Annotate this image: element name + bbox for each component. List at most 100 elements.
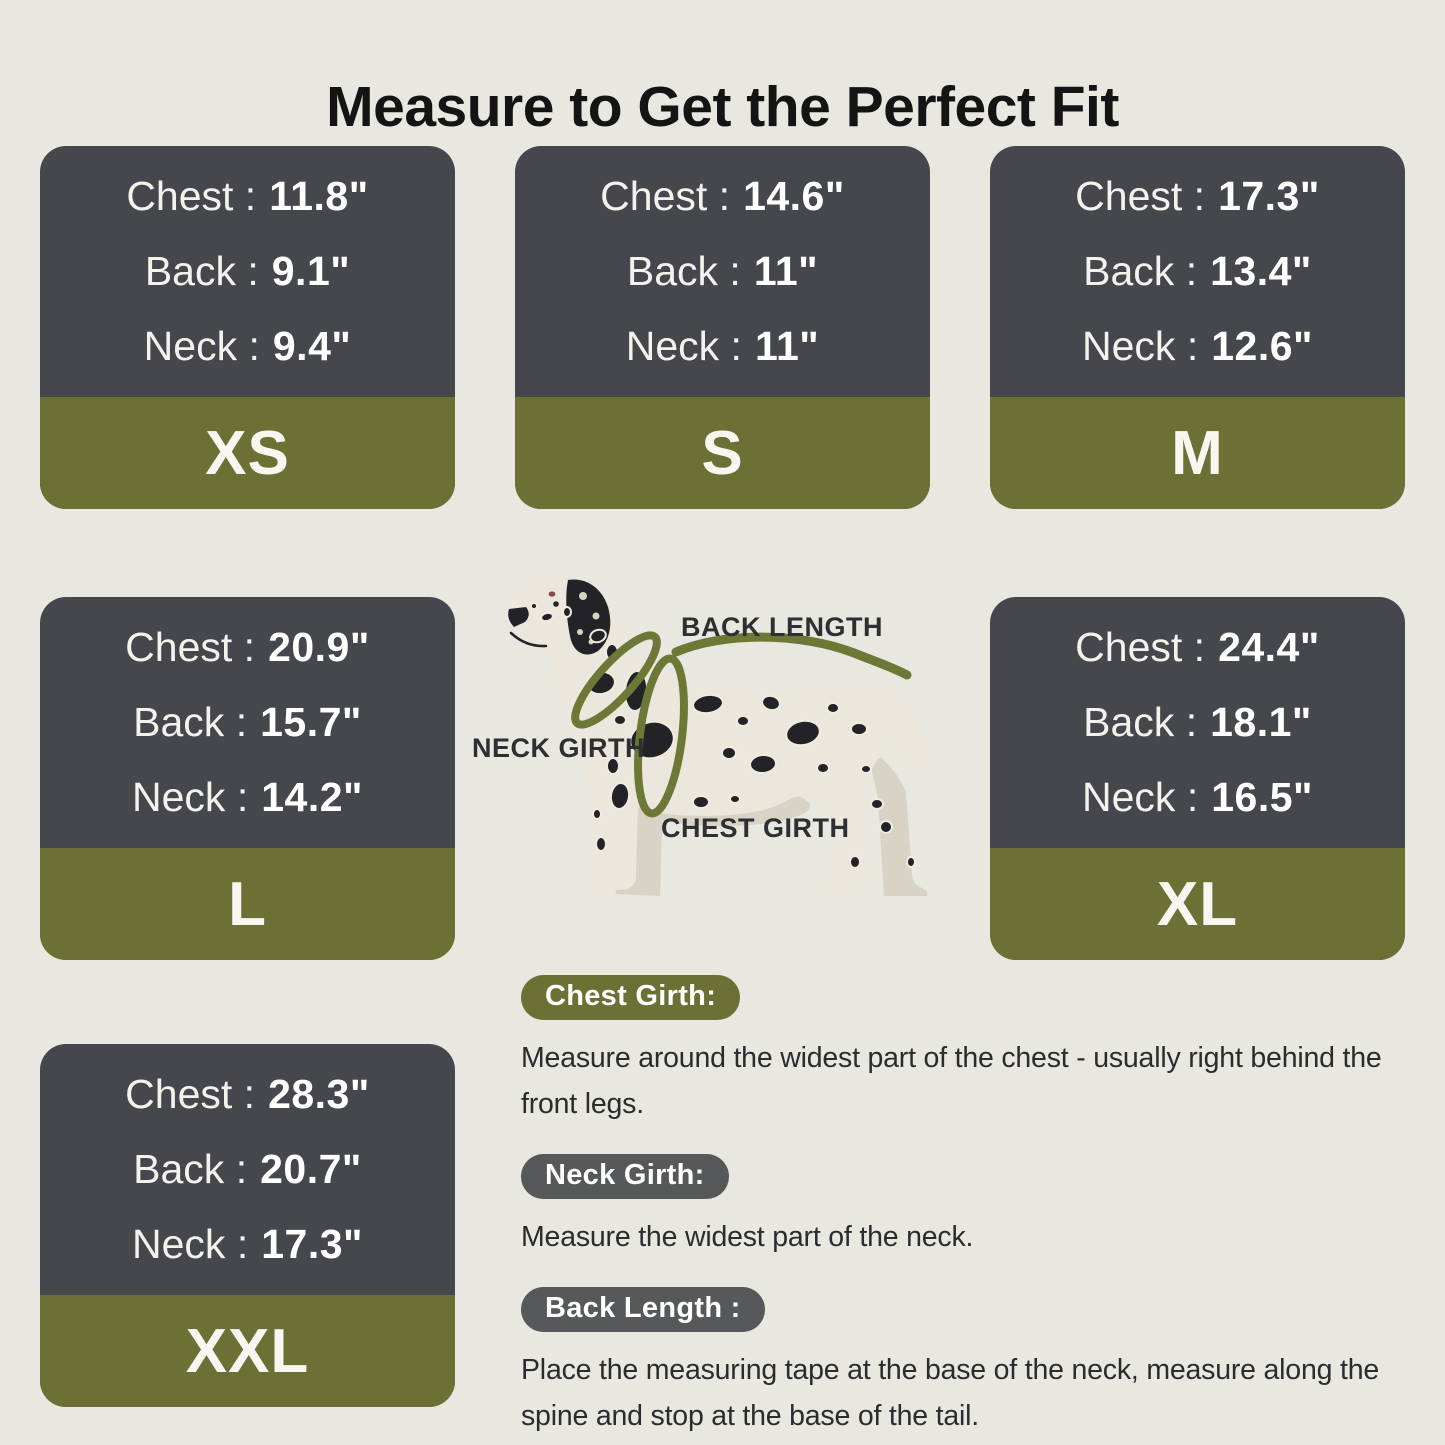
chest-value: 14.6" xyxy=(743,173,845,219)
chest-label: Chest : xyxy=(600,173,731,219)
neck-label: Neck : xyxy=(625,323,742,369)
dog-brow-spot xyxy=(548,591,556,597)
back-value: 9.1" xyxy=(271,248,351,294)
dog-diagram-svg xyxy=(508,575,928,896)
chest-measurement: Chest : 28.3" xyxy=(125,1074,370,1115)
size-name: L xyxy=(228,869,267,939)
back-measurement: Back : 20.7" xyxy=(133,1149,362,1190)
neck-measurement: Neck : 14.2" xyxy=(132,777,363,818)
size-card-l: Chest : 20.9" Back : 15.7" Neck : 14.2" … xyxy=(40,597,455,960)
neck-value: 14.2" xyxy=(261,774,363,820)
size-card-measurements: Chest : 24.4" Back : 18.1" Neck : 16.5" xyxy=(990,597,1405,848)
size-card-measurements: Chest : 17.3" Back : 13.4" Neck : 12.6" xyxy=(990,146,1405,397)
measuring-straps xyxy=(571,631,912,818)
chest-girth-description: Measure around the widest part of the ch… xyxy=(521,1042,1382,1121)
neck-measurement: Neck : 11" xyxy=(626,326,819,367)
dog-eye xyxy=(553,601,559,607)
neck-girth-label: NECK GIRTH xyxy=(472,733,645,763)
dog-mouth xyxy=(509,631,548,648)
size-name: M xyxy=(1171,418,1224,488)
size-card-xl: Chest : 24.4" Back : 18.1" Neck : 16.5" … xyxy=(990,597,1405,960)
back-length-description: Place the measuring tape at the base of … xyxy=(521,1354,1379,1433)
neck-label: Neck : xyxy=(1082,774,1199,820)
back-length-label: BACK LENGTH xyxy=(681,612,883,642)
size-card-measurements: Chest : 28.3" Back : 20.7" Neck : 17.3" xyxy=(40,1044,455,1295)
back-measurement: Back : 15.7" xyxy=(133,702,362,743)
neck-girth-description: Measure the widest part of the neck. xyxy=(521,1221,974,1253)
back-length-guide: Back Length : Place the measuring tape a… xyxy=(521,1287,1423,1439)
neck-value: 12.6" xyxy=(1211,323,1313,369)
back-value: 11" xyxy=(753,248,819,294)
chest-label: Chest : xyxy=(1075,173,1206,219)
dog-nose xyxy=(508,607,529,627)
chest-girth-label: CHEST GIRTH xyxy=(661,813,850,843)
size-card-measurements: Chest : 11.8" Back : 9.1" Neck : 9.4" xyxy=(40,146,455,397)
chest-value: 11.8" xyxy=(269,173,369,219)
back-label: Back : xyxy=(626,248,741,294)
chest-measurement: Chest : 17.3" xyxy=(1075,176,1320,217)
neck-measurement: Neck : 17.3" xyxy=(132,1224,363,1265)
chest-value: 24.4" xyxy=(1218,624,1320,670)
back-measurement: Back : 13.4" xyxy=(1083,251,1312,292)
back-label: Back : xyxy=(133,1146,248,1192)
size-band: S xyxy=(515,397,930,509)
back-measurement: Back : 9.1" xyxy=(145,251,350,292)
neck-girth-guide: Neck Girth: Measure the widest part of t… xyxy=(521,1154,1423,1260)
neck-value: 16.5" xyxy=(1211,774,1313,820)
back-length-line xyxy=(671,632,912,680)
neck-girth-strap xyxy=(571,631,661,729)
back-measurement: Back : 11" xyxy=(627,251,818,292)
neck-label: Neck : xyxy=(1082,323,1199,369)
size-card-xxl: Chest : 28.3" Back : 20.7" Neck : 17.3" … xyxy=(40,1044,455,1407)
size-name: XS xyxy=(205,418,290,488)
back-label: Back : xyxy=(144,248,259,294)
chest-girth-guide: Chest Girth: Measure around the widest p… xyxy=(521,975,1423,1127)
dog-illustration xyxy=(470,560,1030,1030)
size-card-measurements: Chest : 14.6" Back : 11" Neck : 11" xyxy=(515,146,930,397)
size-name: XXL xyxy=(185,1316,310,1386)
chest-measurement: Chest : 24.4" xyxy=(1075,627,1320,668)
chest-value: 20.9" xyxy=(268,624,370,670)
dog-ear xyxy=(566,579,611,655)
size-name: S xyxy=(701,418,744,488)
neck-girth-heading-badge: Neck Girth: xyxy=(521,1154,729,1199)
neck-value: 9.4" xyxy=(272,323,352,369)
size-name: XL xyxy=(1156,869,1239,939)
back-value: 18.1" xyxy=(1210,699,1312,745)
back-length-heading-badge: Back Length : xyxy=(521,1287,765,1332)
chest-girth-heading-badge: Chest Girth: xyxy=(521,975,741,1020)
chest-measurement: Chest : 14.6" xyxy=(600,176,845,217)
chest-label: Chest : xyxy=(125,1071,256,1117)
size-band: M xyxy=(990,397,1405,509)
neck-value: 17.3" xyxy=(261,1221,363,1267)
chest-girth-strap xyxy=(634,654,688,818)
back-label: Back : xyxy=(133,699,248,745)
size-card-m: Chest : 17.3" Back : 13.4" Neck : 12.6" … xyxy=(990,146,1405,509)
size-band: XL xyxy=(990,848,1405,960)
back-value: 15.7" xyxy=(260,699,362,745)
chest-label: Chest : xyxy=(1075,624,1206,670)
neck-label: Neck : xyxy=(132,774,249,820)
neck-value: 11" xyxy=(754,323,820,369)
back-measurement: Back : 18.1" xyxy=(1083,702,1312,743)
size-band: L xyxy=(40,848,455,960)
neck-label: Neck : xyxy=(143,323,260,369)
back-value: 13.4" xyxy=(1210,248,1312,294)
back-label: Back : xyxy=(1083,699,1198,745)
back-value: 20.7" xyxy=(260,1146,362,1192)
chest-value: 28.3" xyxy=(268,1071,370,1117)
neck-measurement: Neck : 9.4" xyxy=(144,326,352,367)
neck-label: Neck : xyxy=(132,1221,249,1267)
neck-measurement: Neck : 16.5" xyxy=(1082,777,1313,818)
back-label: Back : xyxy=(1083,248,1198,294)
size-card-s: Chest : 14.6" Back : 11" Neck : 11" S xyxy=(515,146,930,509)
chest-label: Chest : xyxy=(125,624,256,670)
chest-label: Chest : xyxy=(126,173,257,219)
size-card-xs: Chest : 11.8" Back : 9.1" Neck : 9.4" XS xyxy=(40,146,455,509)
chest-value: 17.3" xyxy=(1218,173,1320,219)
chest-measurement: Chest : 20.9" xyxy=(125,627,370,668)
page-title: Measure to Get the Perfect Fit xyxy=(326,75,1119,140)
neck-measurement: Neck : 12.6" xyxy=(1082,326,1313,367)
chest-measurement: Chest : 11.8" xyxy=(126,176,368,217)
